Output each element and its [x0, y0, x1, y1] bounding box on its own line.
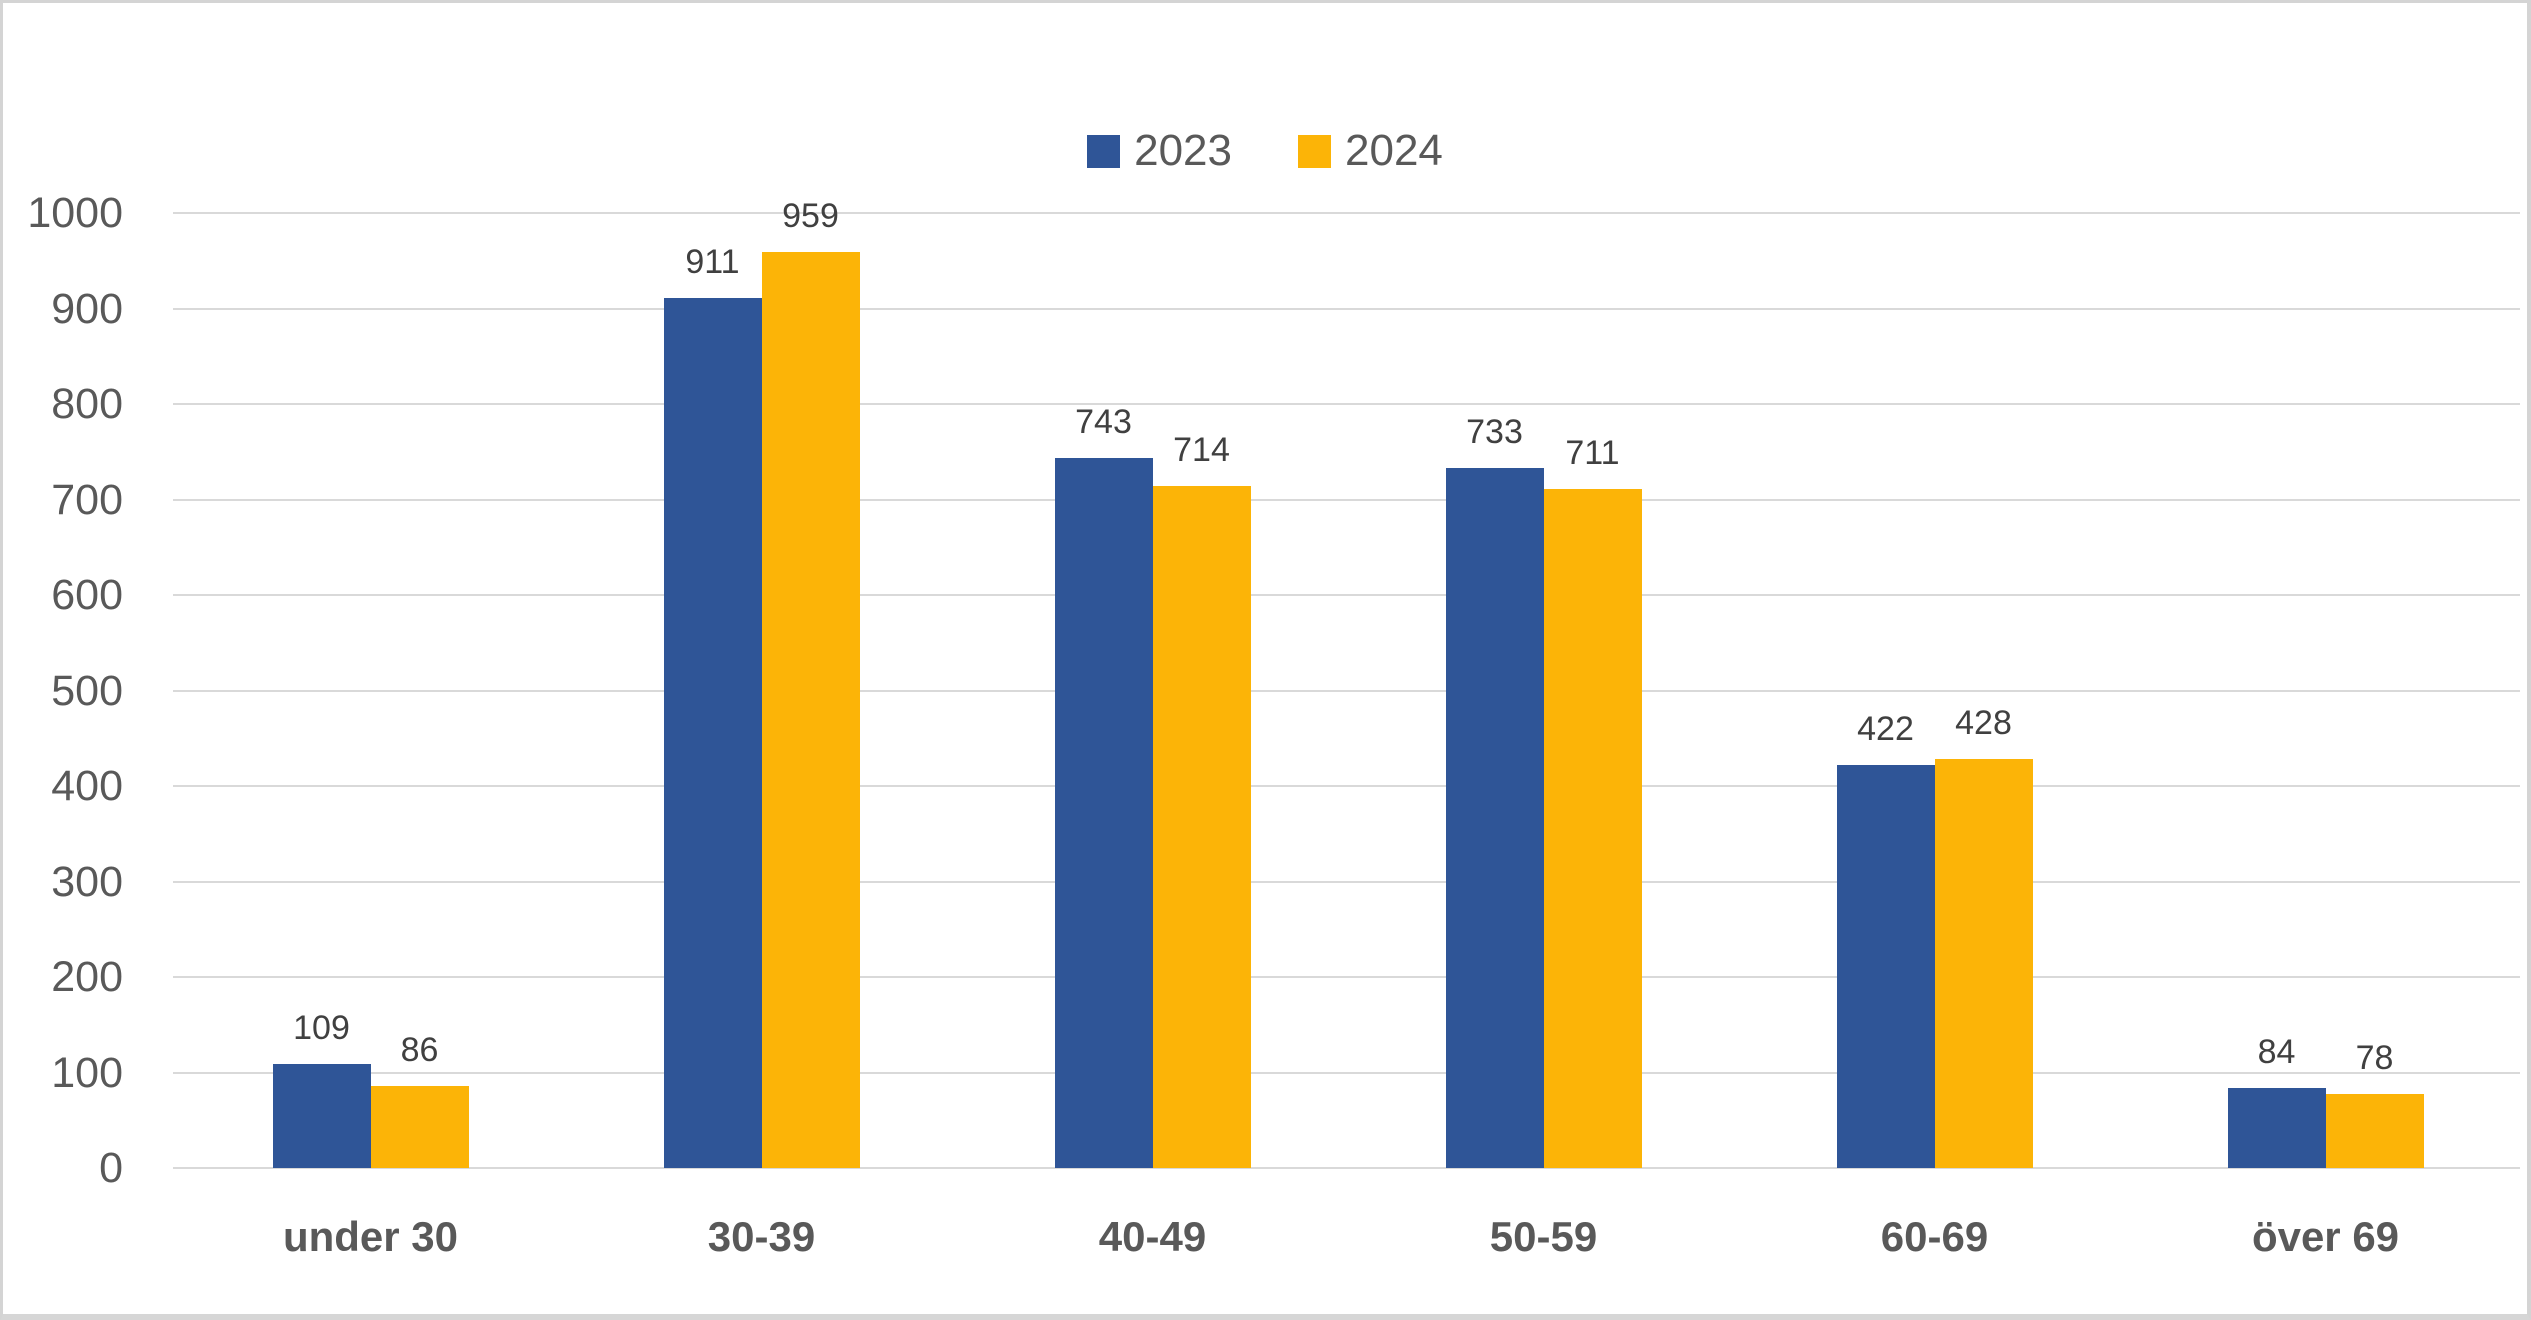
legend-label-2023: 2023 [1134, 126, 1232, 175]
bar-2023-över-69 [2227, 1087, 2326, 1168]
bar-2023-30-39 [663, 297, 762, 1168]
x-category-label: 60-69 [1880, 1213, 1989, 1260]
bar-value-label: 428 [1955, 704, 2012, 743]
y-axis-tick-label: 400 [51, 762, 123, 810]
bar-value-label: 109 [293, 1008, 350, 1047]
bar-value-label: 78 [2355, 1038, 2394, 1077]
x-category-label: 50-59 [1489, 1213, 1598, 1260]
legend-item-2024: 2024 [1298, 129, 1443, 173]
x-category-label: 30-39 [707, 1213, 816, 1260]
gridline [173, 594, 2520, 596]
y-axis-tick-label: 900 [51, 284, 123, 333]
bar-2024-50-59 [1543, 488, 1642, 1168]
x-category-label: 40-49 [1098, 1213, 1207, 1260]
legend-swatch-2024-icon [1298, 134, 1331, 168]
x-category-label: under 30 [282, 1213, 459, 1260]
gridline [173, 1071, 2520, 1074]
y-axis-tick-label: 500 [51, 666, 123, 715]
bar-2024-30-39 [761, 252, 860, 1168]
bar-value-label: 711 [1565, 433, 1620, 472]
gridline [173, 212, 2520, 214]
bar-value-label: 959 [782, 197, 839, 236]
gridline [173, 498, 2520, 501]
gridline [173, 403, 2520, 405]
bar-2024-över-69 [2325, 1093, 2424, 1168]
bar-2024-40-49 [1152, 486, 1251, 1168]
y-axis-tick-label: 700 [51, 475, 123, 524]
legend-item-2023: 2023 [1087, 129, 1232, 173]
gridline [173, 307, 2520, 310]
bar-value-label: 743 [1075, 403, 1132, 442]
y-axis-tick-label: 200 [51, 953, 123, 1001]
bar-value-label: 422 [1857, 709, 1914, 748]
chart-legend: 2023 2024 [3, 129, 2527, 173]
legend-swatch-2023-icon [1087, 134, 1121, 168]
legend-label-2024: 2024 [1345, 126, 1443, 175]
bar-value-label: 911 [685, 242, 740, 281]
bar-value-label: 84 [2257, 1032, 2296, 1071]
bar-2023-60-69 [1836, 764, 1935, 1168]
y-axis-tick-label: 100 [51, 1048, 123, 1097]
bar-2023-under-30 [272, 1063, 371, 1168]
bar-value-label: 733 [1466, 412, 1523, 451]
y-axis-tick-label: 800 [51, 380, 123, 428]
y-axis-tick-label: 600 [51, 571, 123, 619]
x-category-label: över 69 [2251, 1213, 2400, 1260]
y-axis-tick-label: 0 [99, 1144, 123, 1192]
bar-2024-60-69 [1934, 759, 2033, 1168]
bar-value-label: 714 [1173, 431, 1230, 470]
gridline [173, 785, 2520, 787]
y-axis-tick-label: 1000 [27, 189, 123, 237]
bar-2024-under-30 [370, 1085, 469, 1168]
y-axis-tick-label: 300 [51, 857, 123, 906]
bar-2023-50-59 [1445, 467, 1544, 1168]
bar-2023-40-49 [1054, 458, 1153, 1168]
gridline [173, 880, 2520, 883]
bar-value-label: 86 [400, 1030, 439, 1069]
gridline [173, 689, 2520, 692]
gridline [173, 976, 2520, 978]
gridline [173, 1167, 2520, 1169]
